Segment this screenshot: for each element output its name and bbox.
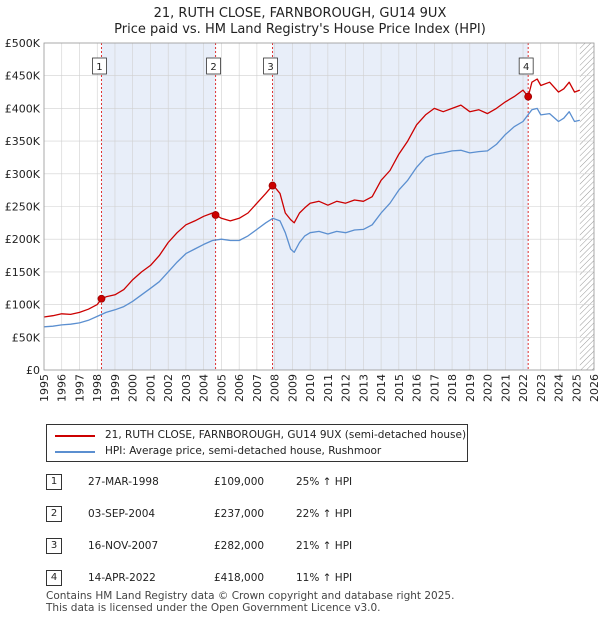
x-tick-label: 2000 [127,374,140,402]
legend-label-property: 21, RUTH CLOSE, FARNBOROUGH, GU14 9UX (s… [105,429,467,441]
x-tick-label: 2022 [517,374,530,402]
x-tick-label: 2023 [535,374,548,402]
transaction-price: £418,000 [214,572,265,584]
transaction-date: 14-APR-2022 [88,572,156,584]
y-tick-label: £450K [5,70,41,83]
sale-point [97,294,106,303]
transaction-label-number: 3 [267,62,273,73]
plot-border [43,42,595,371]
transaction-label-box [518,57,534,75]
y-tick-label: £0 [26,364,40,377]
x-tick-label: 2005 [215,374,228,402]
x-tick-label: 2024 [553,374,566,402]
x-tick-label: 1995 [38,374,51,402]
y-tick-label: £100K [5,299,41,312]
x-tick-label: 1996 [56,374,69,402]
x-tick-label: 2016 [411,374,424,402]
x-tick-label: 1998 [91,374,104,402]
y-tick-label: £500K [5,37,41,50]
transaction-number: 2 [46,506,62,522]
property-series-line [43,78,581,318]
x-tick-label: 2001 [144,374,157,402]
chart-title: 21, RUTH CLOSE, FARNBOROUGH, GU14 9UX [153,6,447,21]
price-chart: 1 2 3 4 £0 £50K £100K £150K £200K £250K £300K £350… [5,37,600,402]
x-tick-label: 2007 [251,374,264,402]
legend-label-hpi: HPI: Average price, semi-detached house,… [105,445,382,457]
sale-point [524,92,533,101]
transaction-number: 4 [46,570,62,586]
x-tick-label: 2018 [446,374,459,402]
transaction-date: 27-MAR-1998 [88,476,159,488]
x-tick-label: 2006 [233,374,246,402]
transaction-date: 16-NOV-2007 [88,540,159,552]
x-tick-label: 2002 [162,374,175,402]
x-tick-label: 1999 [109,374,122,402]
x-tick-label: 2011 [322,374,335,402]
y-tick-label: £250K [5,201,41,214]
y-tick-label: £50K [12,331,41,344]
transaction-label-number: 4 [523,62,529,73]
footer-licence: This data is licensed under the Open Gov… [46,602,381,614]
transaction-label-box [92,57,107,75]
transaction-hpi-diff: 25% ↑ HPI [296,476,353,488]
x-tick-label: 2021 [499,374,512,402]
x-tick-label: 2025 [570,374,583,402]
x-tick-label: 2003 [180,374,193,402]
y-tick-label: £350K [5,135,41,148]
x-tick-label: 2004 [198,374,211,402]
chart-legend: 21, RUTH CLOSE, FARNBOROUGH, GU14 9UX (s… [46,424,468,462]
transaction-hpi-diff: 21% ↑ HPI [296,540,353,552]
x-tick-label: 2013 [357,374,370,402]
x-tick-label: 2020 [482,374,495,402]
transaction-label-number: 2 [210,62,216,73]
chart-subtitle: Price paid vs. HM Land Registry's House … [114,22,486,37]
y-tick-label: £400K [5,102,41,115]
x-tick-label: 2009 [286,374,299,402]
x-tick-label: 2008 [269,374,282,402]
footer: Contains HM Land Registry data © Crown c… [46,590,454,614]
transaction-label-box [263,57,278,75]
x-tick-label: 2019 [464,374,477,402]
transaction-price: £282,000 [214,540,265,552]
transaction-label-number: 1 [96,62,102,73]
sale-point [211,211,220,219]
x-tick-label: 2010 [304,374,317,402]
transaction-price: £237,000 [214,508,265,520]
transaction-hpi-diff: 11% ↑ HPI [296,572,353,584]
footer-copyright: Contains HM Land Registry data © Crown c… [46,590,455,602]
sale-point [268,181,277,190]
transaction-number: 3 [46,538,62,554]
x-tick-label: 2014 [375,374,388,402]
x-tick-label: 2017 [428,374,441,402]
transaction-hpi-diff: 22% ↑ HPI [296,508,353,520]
legend-swatch-property [55,435,95,437]
x-tick-label: 1997 [73,374,86,402]
transaction-price: £109,000 [214,476,265,488]
y-tick-label: £300K [5,168,41,181]
x-tick-label: 2012 [340,374,353,402]
transaction-date: 03-SEP-2004 [88,508,156,520]
transaction-label-box [206,57,221,75]
transaction-number: 1 [46,474,62,490]
y-tick-label: £150K [5,266,41,279]
legend-swatch-hpi [55,451,95,453]
x-tick-label: 2015 [393,374,406,402]
x-tick-label: 2026 [588,374,600,402]
hpi-series-line [43,107,580,328]
y-tick-label: £200K [5,233,41,246]
